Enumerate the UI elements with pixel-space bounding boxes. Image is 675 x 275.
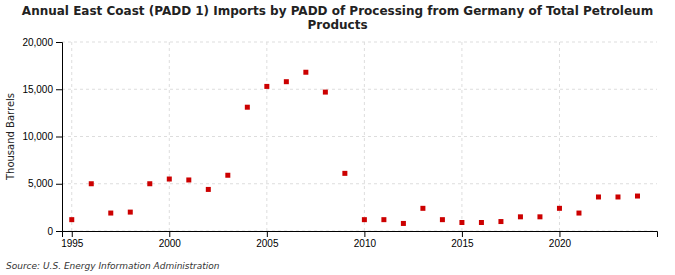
y-tick-mark xyxy=(56,89,62,90)
grid xyxy=(62,42,657,231)
point xyxy=(264,84,269,89)
point xyxy=(381,217,386,222)
point xyxy=(206,187,211,192)
y-tick-label: 10,000 xyxy=(22,131,53,142)
point xyxy=(576,211,581,216)
x-tick-mark xyxy=(364,231,365,237)
x-grid-line xyxy=(559,42,560,231)
y-axis-line xyxy=(56,43,63,232)
source: Source: U.S. Energy Information Administ… xyxy=(6,261,220,271)
x-tick-label: 1995 xyxy=(61,238,84,249)
point xyxy=(401,221,406,226)
y-tick: 20,000 xyxy=(22,37,62,48)
y-tick: 5,000 xyxy=(28,178,62,189)
point xyxy=(537,214,542,219)
point xyxy=(596,194,601,199)
y-tick: 15,000 xyxy=(22,84,62,95)
x-grid-line xyxy=(169,42,170,231)
title-line: Annual East Coast (PADD 1) Imports by PA… xyxy=(22,4,653,18)
point xyxy=(245,105,250,110)
point xyxy=(459,220,464,225)
point xyxy=(420,206,425,211)
x-grid-line xyxy=(364,42,365,231)
point xyxy=(557,206,562,211)
x-axis-line xyxy=(63,232,658,238)
y-tick: 10,000 xyxy=(22,131,62,142)
point xyxy=(167,177,172,182)
point xyxy=(284,79,289,84)
x-grid-line xyxy=(461,42,462,231)
point xyxy=(518,214,523,219)
point xyxy=(362,217,367,222)
chart: Annual East Coast (PADD 1) Imports by PA… xyxy=(0,0,675,275)
y-tick-mark xyxy=(56,184,62,185)
y-tick-label: 20,000 xyxy=(22,37,53,48)
point xyxy=(303,70,308,75)
point xyxy=(147,181,152,186)
plot: 1995 2000 2005 2010 2015 2020 0 5,000 10,000 15,0… xyxy=(22,37,657,249)
point xyxy=(186,177,191,182)
x-tick: 1995 xyxy=(61,231,84,249)
x-tick-label: 2010 xyxy=(354,238,377,249)
x-tick-label: 2000 xyxy=(159,238,182,249)
y-grid-line xyxy=(62,42,657,43)
point xyxy=(479,220,484,225)
y-tick-mark xyxy=(56,137,62,138)
y-grid-line xyxy=(62,89,657,90)
point xyxy=(440,217,445,222)
y-grid-line xyxy=(62,136,657,137)
x-grid-line xyxy=(266,42,267,231)
x-tick-mark xyxy=(462,231,463,237)
x-tick-mark xyxy=(72,231,73,237)
point xyxy=(128,210,133,215)
x-tick: 2005 xyxy=(256,231,279,249)
y-tick-mark xyxy=(56,231,62,232)
y-tick-label: 5,000 xyxy=(28,178,53,189)
point xyxy=(323,90,328,95)
point xyxy=(69,217,74,222)
x-tick: 2015 xyxy=(451,231,474,249)
point xyxy=(108,211,113,216)
x-tick-mark xyxy=(559,231,560,237)
y-axis: 0 5,000 10,000 15,000 20,000 xyxy=(22,37,62,237)
x-tick: 2010 xyxy=(354,231,377,249)
y-tick: 0 xyxy=(47,226,62,237)
point xyxy=(615,194,620,199)
y-tick-mark xyxy=(56,42,62,43)
y-tick-label: 15,000 xyxy=(22,84,53,95)
x-tick-label: 2005 xyxy=(256,238,279,249)
x-tick-label: 2020 xyxy=(549,238,572,249)
x-axis: 1995 2000 2005 2010 2015 2020 xyxy=(61,231,657,249)
point xyxy=(635,194,640,199)
x-tick: 2020 xyxy=(549,231,572,249)
point xyxy=(342,171,347,176)
points xyxy=(69,70,640,226)
point xyxy=(89,181,94,186)
y-tick-label: 0 xyxy=(47,226,53,237)
x-tick-label: 2015 xyxy=(451,238,474,249)
title: Annual East Coast (PADD 1) Imports by PA… xyxy=(22,4,653,32)
x-tick-mark xyxy=(267,231,268,237)
title-line: Products xyxy=(307,18,367,32)
point xyxy=(498,219,503,224)
x-tick-mark xyxy=(169,231,170,237)
x-grid-line xyxy=(71,42,72,231)
y-axis-title: Thousand Barrels xyxy=(5,93,16,181)
point xyxy=(225,173,230,178)
x-tick: 2000 xyxy=(159,231,182,249)
